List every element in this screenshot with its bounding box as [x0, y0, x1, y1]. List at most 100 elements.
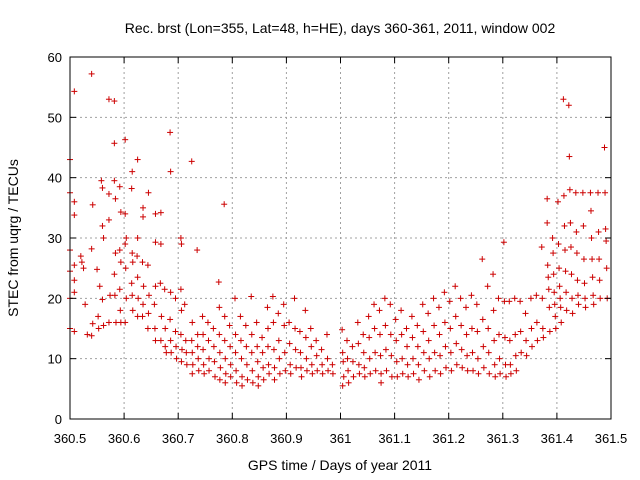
- data-point: [546, 328, 553, 335]
- data-point: [602, 225, 609, 232]
- data-point: [513, 367, 520, 374]
- data-point: [88, 332, 95, 339]
- data-point: [569, 310, 576, 317]
- data-point: [496, 355, 503, 362]
- data-point: [527, 295, 534, 302]
- data-point: [88, 245, 95, 252]
- data-point: [568, 271, 575, 278]
- data-point: [177, 235, 184, 241]
- data-point: [162, 325, 169, 332]
- data-point: [270, 319, 277, 326]
- data-point: [95, 325, 102, 332]
- data-point: [484, 283, 491, 290]
- data-point: [123, 235, 130, 241]
- data-point: [226, 322, 233, 329]
- data-point: [128, 185, 135, 192]
- data-point: [539, 325, 546, 332]
- data-point: [139, 313, 146, 320]
- data-point: [366, 355, 373, 362]
- data-point: [210, 343, 217, 350]
- data-point: [189, 349, 196, 356]
- grid-lines: [70, 57, 611, 419]
- data-point: [491, 337, 498, 344]
- data-point: [437, 352, 444, 359]
- data-point: [205, 337, 212, 344]
- data-point: [200, 346, 207, 353]
- data-point: [393, 337, 400, 344]
- data-point: [563, 289, 570, 296]
- data-point: [458, 346, 465, 353]
- data-point: [350, 373, 357, 380]
- data-point: [492, 373, 499, 380]
- data-point: [550, 250, 557, 257]
- data-point: [122, 136, 129, 143]
- data-point: [100, 235, 107, 241]
- data-point: [356, 370, 363, 377]
- data-point: [215, 279, 222, 286]
- data-point: [360, 349, 367, 356]
- data-point: [464, 367, 471, 374]
- data-point: [178, 241, 185, 248]
- data-point: [545, 274, 552, 281]
- data-point: [580, 256, 587, 263]
- data-point: [194, 247, 201, 254]
- data-point: [167, 289, 174, 296]
- data-point: [558, 319, 565, 326]
- data-point: [271, 376, 278, 383]
- data-point: [182, 337, 189, 344]
- data-point: [249, 379, 256, 386]
- data-point: [442, 364, 449, 371]
- data-point: [157, 209, 164, 216]
- data-point: [71, 289, 78, 296]
- data-point: [152, 283, 159, 290]
- y-tick-label: 40: [48, 171, 62, 186]
- data-point: [589, 256, 596, 263]
- data-point: [392, 316, 399, 323]
- data-point: [603, 265, 610, 272]
- data-point: [430, 295, 437, 302]
- data-point: [574, 277, 581, 284]
- data-point: [178, 307, 185, 314]
- data-point: [183, 361, 190, 368]
- data-point: [167, 337, 174, 344]
- data-point: [590, 292, 597, 299]
- data-point: [469, 349, 476, 356]
- data-point: [388, 352, 395, 359]
- data-point: [339, 326, 346, 333]
- data-point: [122, 210, 129, 217]
- data-point: [562, 268, 569, 275]
- data-point: [195, 355, 202, 362]
- data-point: [596, 256, 603, 263]
- data-point: [167, 168, 174, 175]
- data-point: [518, 349, 525, 356]
- data-point: [206, 355, 213, 362]
- data-point: [232, 295, 239, 302]
- data-point: [161, 286, 168, 293]
- y-tick-label: 0: [55, 412, 62, 427]
- data-point: [105, 216, 112, 223]
- data-point: [233, 379, 240, 386]
- data-point: [573, 250, 580, 257]
- data-point: [105, 96, 112, 103]
- data-point: [480, 364, 487, 371]
- data-point: [339, 349, 346, 356]
- data-point: [549, 235, 556, 241]
- data-point: [71, 277, 78, 284]
- data-point: [172, 328, 179, 335]
- data-point: [365, 313, 372, 320]
- data-point: [551, 289, 558, 296]
- data-point: [597, 295, 604, 302]
- data-point: [582, 295, 589, 302]
- data-point: [269, 293, 276, 300]
- data-point: [366, 334, 373, 341]
- data-point: [276, 355, 283, 362]
- data-point: [238, 355, 245, 362]
- data-point: [227, 361, 234, 368]
- data-point: [431, 322, 438, 329]
- data-point: [340, 373, 347, 380]
- data-point: [474, 328, 481, 335]
- data-point: [255, 382, 262, 389]
- data-point: [188, 158, 195, 165]
- data-point: [560, 96, 567, 103]
- data-point: [381, 295, 388, 302]
